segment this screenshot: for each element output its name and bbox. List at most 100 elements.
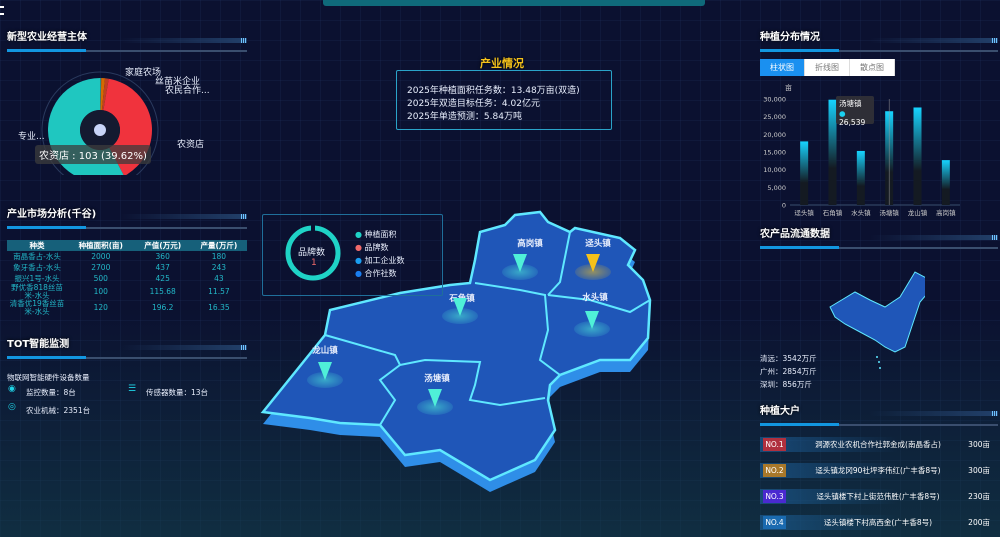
table-cell: 360 bbox=[155, 251, 170, 261]
pie-tooltip: 农资店 : 103 (39.62%) bbox=[35, 145, 151, 164]
grower-name: 迳头镇楼下村上街范伟胜(广丰香8号) bbox=[816, 492, 940, 501]
tooltip-value: 26,539 bbox=[839, 118, 866, 127]
legend-item[interactable]: ● 加工企业数 bbox=[355, 255, 405, 266]
table-header: 种植面积(亩) bbox=[67, 240, 135, 251]
rank-badge: NO.3 bbox=[763, 490, 786, 503]
section-underline bbox=[760, 49, 998, 52]
table-cell: 16.35 bbox=[208, 303, 230, 312]
iot-subtitle: 物联网智能硬件设备数量 bbox=[7, 373, 90, 382]
legend-label: 种植面积 bbox=[364, 230, 397, 239]
legend-label: 品牌数 bbox=[364, 243, 389, 252]
table-cell: 100 bbox=[93, 287, 108, 296]
rank-badge: NO.4 bbox=[763, 516, 786, 529]
sensor-count: 传感器数量：13台 bbox=[146, 388, 209, 397]
grower-row[interactable]: NO.1 洞源农业农机合作社郭金成(南晶香占) 300亩 bbox=[760, 437, 990, 452]
y-tick-label: 25,000 bbox=[763, 113, 786, 121]
sensor-icon: ☰ bbox=[128, 384, 137, 394]
chart-tab[interactable]: 散点图 bbox=[850, 59, 895, 76]
section-title-distribution: 种植分布情况 bbox=[760, 32, 820, 43]
gauge-label: 品牌数 bbox=[298, 248, 326, 258]
town-pin-halo bbox=[307, 372, 343, 388]
grower-area: 300亩 bbox=[968, 440, 990, 449]
chart-tab[interactable]: 折线图 bbox=[805, 59, 850, 76]
industry-line: 2025年双造目标任务：4.02亿元 bbox=[407, 99, 540, 109]
y-tick-label: 10,000 bbox=[763, 166, 786, 174]
town-pin-icon[interactable] bbox=[586, 254, 600, 272]
town-pin-halo bbox=[442, 308, 478, 324]
town-pin-icon[interactable] bbox=[318, 362, 332, 380]
chart-tab[interactable]: 柱状图 bbox=[760, 59, 805, 76]
grower-area: 230亩 bbox=[968, 492, 990, 501]
pie-slice[interactable] bbox=[100, 78, 106, 111]
table-row: 振兴1号-水头 500 425 43 bbox=[7, 273, 247, 284]
legend-dot-icon: ● bbox=[355, 269, 362, 278]
bar[interactable] bbox=[800, 141, 809, 205]
pie-slice[interactable] bbox=[100, 78, 102, 111]
table-cell: 43 bbox=[214, 273, 224, 283]
bar[interactable] bbox=[828, 99, 837, 205]
section-title-entities: 新型农业经营主体 bbox=[7, 32, 87, 43]
legend-item[interactable]: ● 种植面积 bbox=[355, 229, 397, 240]
town-pin-icon[interactable] bbox=[453, 298, 467, 316]
x-tick-label: 汤塘镇 bbox=[879, 208, 899, 217]
table-cell: 南晶香占-水头 bbox=[13, 251, 61, 261]
section-underline bbox=[7, 356, 247, 359]
table-header: 产值(万元) bbox=[134, 240, 191, 251]
section-title-market: 产业市场分析(千谷) bbox=[7, 209, 97, 220]
planting-bar-chart: 亩 0 5,000 10,000 15,000 20,000 25,000 30,000 迳头镇… bbox=[763, 83, 960, 217]
legend-dot-icon: ● bbox=[355, 256, 362, 265]
table-cell: 清香优19香丝苗米-水头 bbox=[9, 299, 65, 316]
chart-type-tabs: 柱状图 折线图 散点图 bbox=[760, 59, 895, 76]
top-header-bar bbox=[323, 0, 705, 6]
x-tick-label: 石角镇 bbox=[823, 208, 843, 217]
machinery-icon: ◎ bbox=[8, 402, 16, 412]
bar[interactable] bbox=[913, 107, 922, 205]
china-map bbox=[829, 271, 925, 369]
grower-name: 洞源农业农机合作社郭金成(南晶香占) bbox=[815, 440, 941, 449]
grower-row[interactable]: NO.4 迳头镇楼下村高西金(广丰香8号) 200亩 bbox=[760, 515, 990, 530]
tooltip-dot-icon: ● bbox=[839, 109, 846, 118]
flow-item: 广州：2854万斤 bbox=[760, 367, 817, 376]
tooltip-name: 汤塘镇 bbox=[839, 99, 862, 108]
grower-row[interactable]: NO.2 迳头镇龙冈90社坪李伟红(广丰香8号) 300亩 bbox=[760, 463, 990, 478]
pie-label: 农民合作... bbox=[165, 86, 210, 96]
legend-box bbox=[262, 214, 443, 296]
pie-label: 丝苗米企业 bbox=[155, 77, 201, 87]
y-tick-label: 0 bbox=[782, 202, 786, 210]
camera-icon: ◉ bbox=[8, 384, 16, 394]
bar[interactable] bbox=[941, 160, 950, 205]
grower-area: 200亩 bbox=[968, 518, 990, 527]
brand-gauge bbox=[285, 224, 341, 281]
grower-area: 300亩 bbox=[968, 466, 990, 475]
town-label: 龙山镇 bbox=[312, 346, 338, 356]
table-cell: 2700 bbox=[91, 262, 111, 272]
grower-row[interactable]: NO.3 迳头镇楼下村上街范伟胜(广丰香8号) 230亩 bbox=[760, 489, 990, 504]
table-cell: 243 bbox=[211, 262, 227, 272]
town-pin-icon[interactable] bbox=[513, 254, 527, 272]
town-pin-halo bbox=[502, 264, 538, 280]
market-table: 种类 种植面积(亩) 产值(万元) 产量(万斤) 南晶香占-水头 2000 360 180 象牙… bbox=[7, 240, 247, 316]
section-title-flow: 农产品流通数据 bbox=[760, 229, 830, 240]
town-pin-icon[interactable] bbox=[428, 389, 442, 407]
town-label: 高岗镇 bbox=[517, 239, 543, 249]
industry-line: 2025年单造预测：5.84万吨 bbox=[407, 112, 522, 122]
x-tick-label: 迳头镇 bbox=[794, 208, 814, 217]
legend-item[interactable]: ● 品牌数 bbox=[355, 242, 389, 253]
y-tick-label: 20,000 bbox=[763, 131, 786, 139]
section-underline bbox=[760, 246, 998, 249]
town-label: 汤塘镇 bbox=[424, 374, 450, 384]
legend-item[interactable]: ● 合作社数 bbox=[355, 268, 397, 279]
section-title-iot: TOT智能监测 bbox=[7, 339, 70, 350]
industry-title: 产业情况 bbox=[480, 57, 524, 70]
town-pin-icon[interactable] bbox=[585, 311, 599, 329]
pie-label: 农资店 bbox=[177, 140, 205, 150]
menu-icon[interactable] bbox=[0, 6, 4, 15]
bar[interactable] bbox=[856, 150, 865, 205]
section-decoration bbox=[870, 411, 998, 416]
grower-name: 迳头镇楼下村高西金(广丰香8号) bbox=[823, 518, 933, 527]
section-underline bbox=[7, 49, 247, 52]
table-cell: 振兴1号-水头 bbox=[14, 273, 60, 283]
pie-slice[interactable] bbox=[101, 78, 109, 111]
legend-label: 加工企业数 bbox=[364, 256, 405, 265]
legend-dot-icon: ● bbox=[355, 230, 362, 239]
